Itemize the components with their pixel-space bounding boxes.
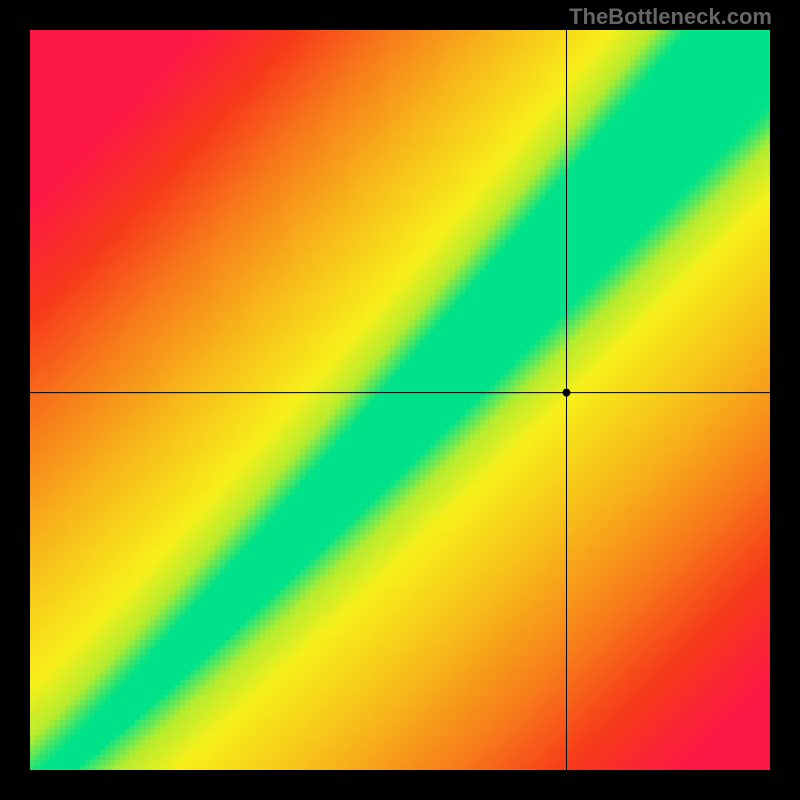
- overlay-layer: [0, 0, 800, 800]
- chart-container: TheBottleneck.com: [0, 0, 800, 800]
- crosshair-marker: [563, 389, 571, 397]
- watermark-text: TheBottleneck.com: [569, 4, 772, 30]
